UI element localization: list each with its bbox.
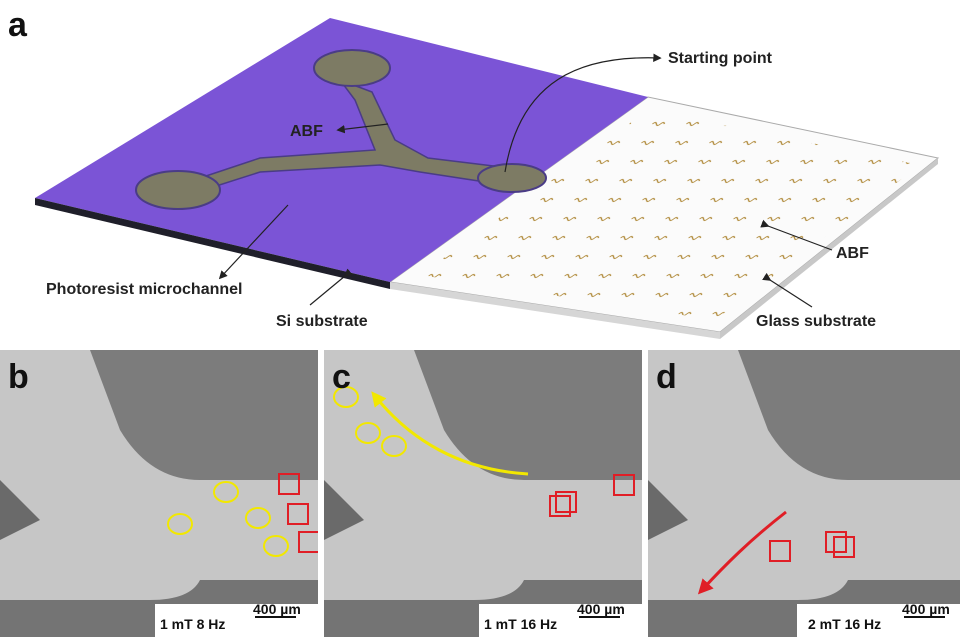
annotation: Glass substrate [756, 313, 876, 330]
annotation: Starting point [668, 50, 773, 67]
annotation: Photoresist microchannel [46, 281, 243, 298]
panel-b: b 1 mT 8 Hz 400 µm [0, 350, 319, 637]
annotation: Si substrate [276, 313, 368, 330]
panel-d: d 2 mT 16 Hz 400 µm [648, 350, 960, 637]
condition: 1 mT 16 Hz [484, 616, 557, 632]
panel-label: d [656, 358, 677, 396]
scale-bar-label: 400 µm [902, 601, 950, 617]
panel-a: a Starting point ABF ABF Photoresist mic… [8, 6, 938, 339]
scale-bar-label: 400 µm [577, 601, 625, 617]
panel-label: c [332, 358, 351, 396]
annotation: ABF [290, 123, 323, 140]
scale-bar-label: 400 µm [253, 601, 301, 617]
panel-label: a [8, 6, 28, 44]
condition: 1 mT 8 Hz [160, 616, 225, 632]
panel-c: c 1 mT 16 Hz 400 µm [324, 350, 642, 637]
condition: 2 mT 16 Hz [808, 616, 881, 632]
figure: a Starting point ABF ABF Photoresist mic… [0, 0, 960, 637]
panel-label: b [8, 358, 29, 396]
annotation: ABF [836, 245, 869, 262]
